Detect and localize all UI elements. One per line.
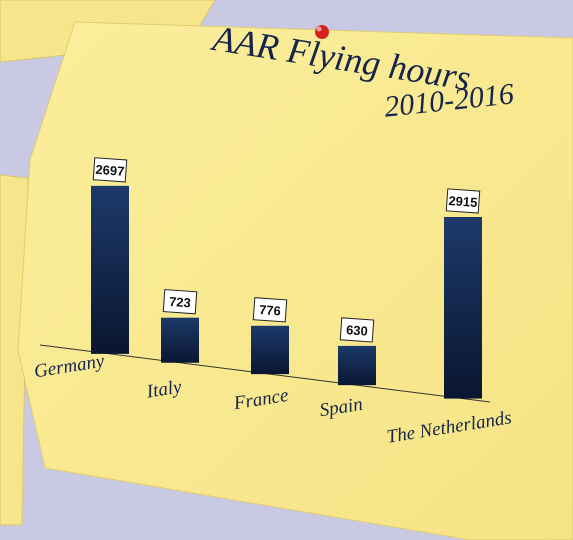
page: {"chart_data": {"type": "bar", "title": … — [0, 0, 573, 540]
bar — [161, 318, 199, 363]
value-label: 630 — [346, 322, 369, 338]
value-label: 2915 — [448, 193, 478, 210]
bar — [444, 217, 482, 399]
bar — [338, 346, 376, 385]
chart: AAR Flying hours 2010-2016 2697Germany72… — [0, 0, 573, 540]
bar — [91, 186, 129, 354]
pin-shine — [317, 27, 322, 32]
value-label: 776 — [259, 302, 282, 318]
value-label: 2697 — [95, 162, 125, 179]
bar — [251, 326, 289, 374]
value-label: 723 — [169, 294, 192, 310]
